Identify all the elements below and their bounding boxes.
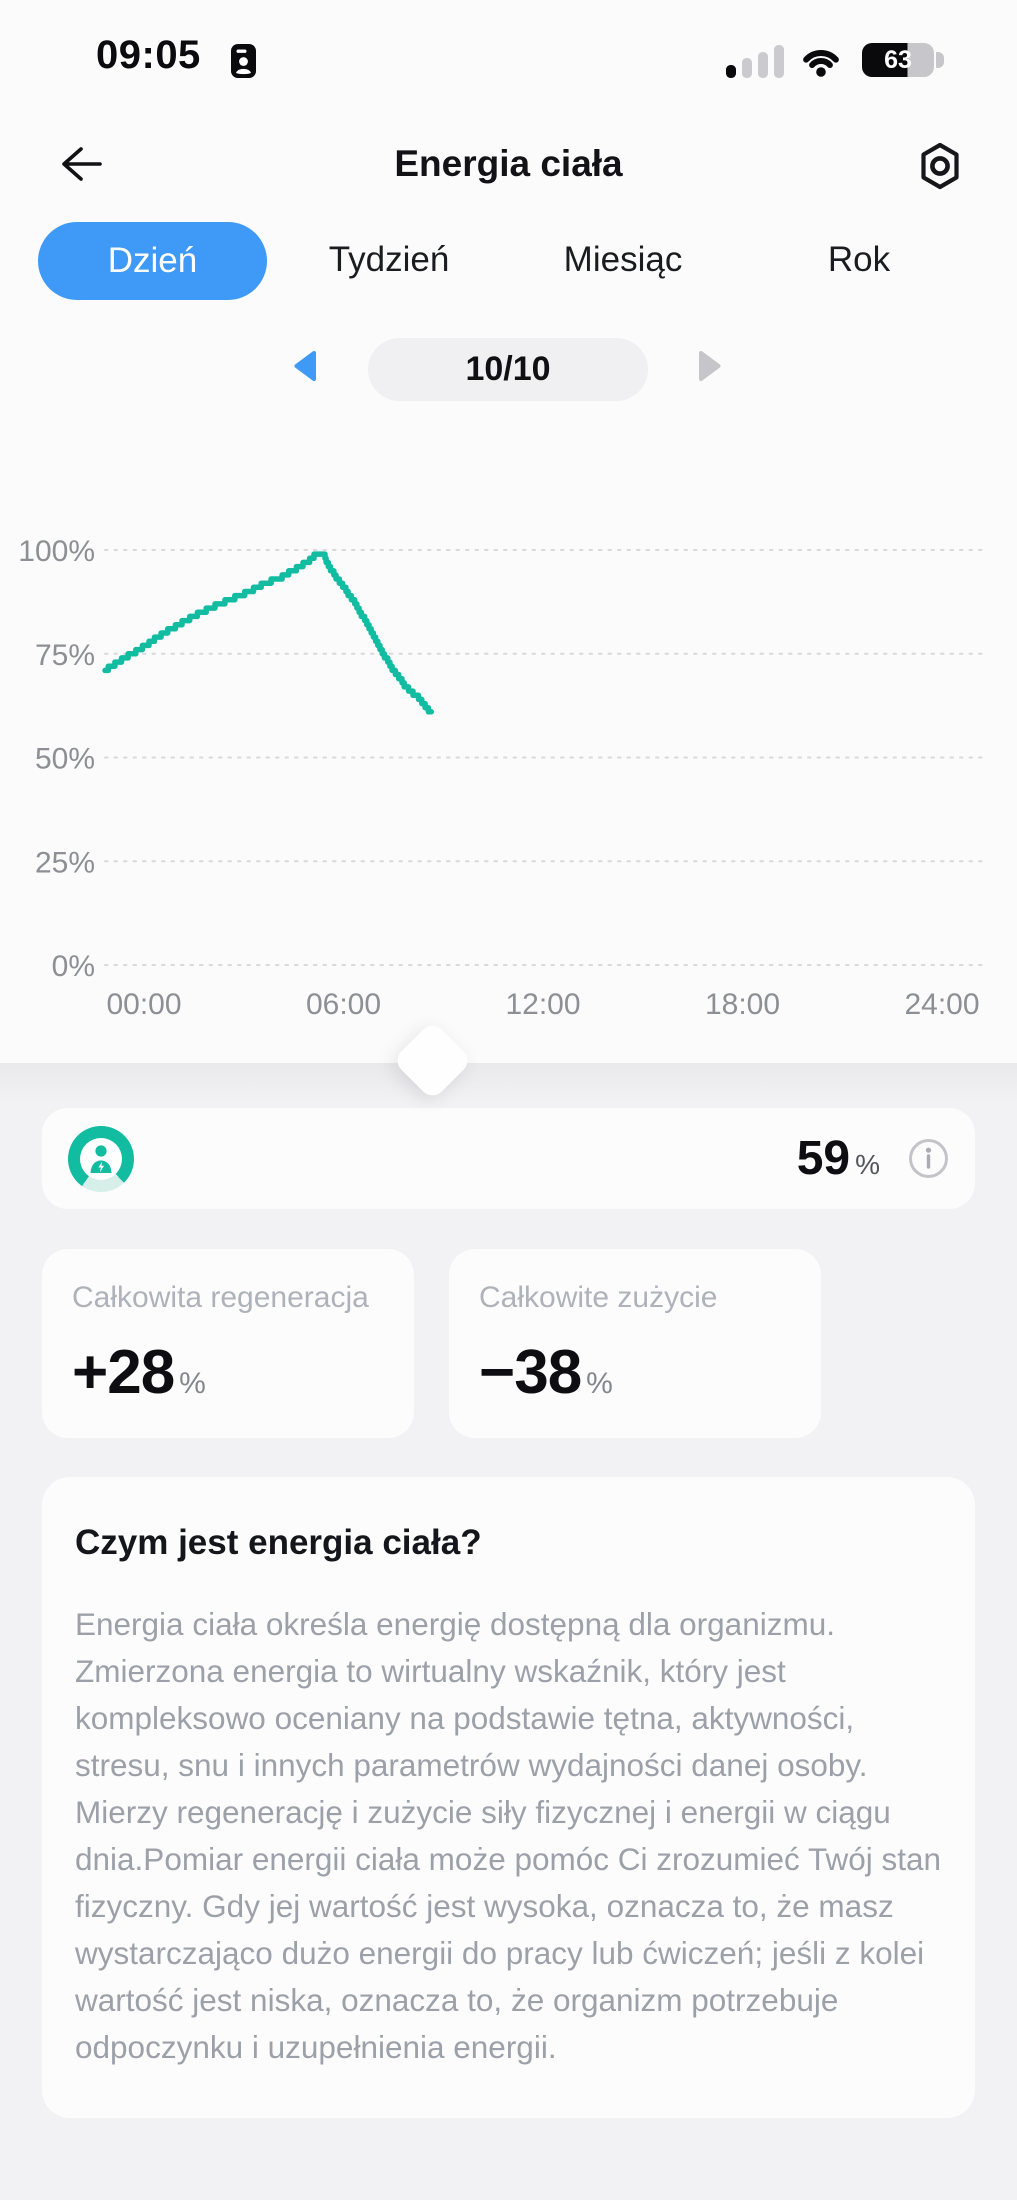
triangle-left-icon	[294, 351, 316, 381]
triangle-right-icon	[699, 351, 721, 381]
energy-unit: %	[855, 1149, 880, 1180]
settings-button[interactable]	[914, 138, 966, 194]
wifi-icon	[795, 40, 847, 83]
regeneration-unit: %	[179, 1367, 206, 1400]
info-icon	[909, 1139, 948, 1178]
svg-text:18:00: 18:00	[705, 988, 780, 1021]
tab-tydzien[interactable]: Tydzień	[328, 240, 450, 279]
settings-hexagon-icon	[921, 142, 959, 190]
battery-indicator: 63	[862, 43, 944, 77]
svg-text:12:00: 12:00	[505, 988, 580, 1021]
about-body-energy-card: Czym jest energia ciała? Energia ciała o…	[42, 1477, 975, 2118]
svg-text:0%: 0%	[52, 950, 95, 983]
page-title: Energia ciała	[394, 143, 623, 184]
svg-text:06:00: 06:00	[306, 988, 381, 1021]
tab-rok[interactable]: Rok	[827, 240, 891, 279]
energy-summary-card: 59 %	[42, 1108, 975, 1209]
previous-day-button[interactable]	[292, 350, 318, 387]
consumption-value: −38	[479, 1338, 582, 1407]
consumption-unit: %	[586, 1367, 613, 1400]
battery-level: 63	[862, 43, 934, 77]
about-body-text: Energia ciała określa energię dostępną d…	[75, 1606, 942, 2065]
back-button[interactable]	[53, 138, 105, 190]
regeneration-value: +28	[72, 1338, 175, 1407]
cellular-signal-icon	[726, 44, 784, 83]
regeneration-card: Całkowita regeneracja +28 %	[42, 1249, 414, 1438]
status-time: 09:05	[96, 33, 201, 77]
consumption-card: Całkowite zużycie −38 %	[449, 1249, 821, 1438]
next-day-button[interactable]	[697, 350, 723, 387]
svg-text:100%: 100%	[18, 535, 95, 568]
battery-nub	[936, 52, 944, 68]
date-selector[interactable]: 10/10	[368, 338, 648, 401]
svg-text:00:00: 00:00	[106, 988, 181, 1021]
energy-value-group: 59 %	[797, 1131, 880, 1186]
tab-dzien[interactable]: Dzień	[38, 222, 267, 300]
energy-value: 59	[796, 1132, 851, 1185]
body-energy-ring-icon	[68, 1125, 134, 1192]
tab-miesiac[interactable]: Miesiąc	[563, 240, 683, 279]
section-divider	[0, 1063, 1017, 1103]
svg-text:24:00: 24:00	[904, 988, 979, 1021]
svg-text:75%: 75%	[35, 639, 95, 672]
consumption-label: Całkowite zużycie	[479, 1281, 718, 1314]
person-icon	[90, 1144, 112, 1173]
energy-chart[interactable]: 100% 75% 50% 25% 0% 00:00 06:00 12:00 18:00 24:00	[0, 520, 1017, 1030]
recorder-badge-icon	[231, 44, 256, 83]
info-button[interactable]	[908, 1138, 949, 1179]
svg-text:25%: 25%	[35, 846, 95, 879]
top-section-background	[0, 0, 1017, 1063]
regeneration-label: Całkowita regeneracja	[72, 1281, 369, 1314]
svg-text:50%: 50%	[35, 743, 95, 776]
about-title: Czym jest energia ciała?	[75, 1523, 482, 1562]
